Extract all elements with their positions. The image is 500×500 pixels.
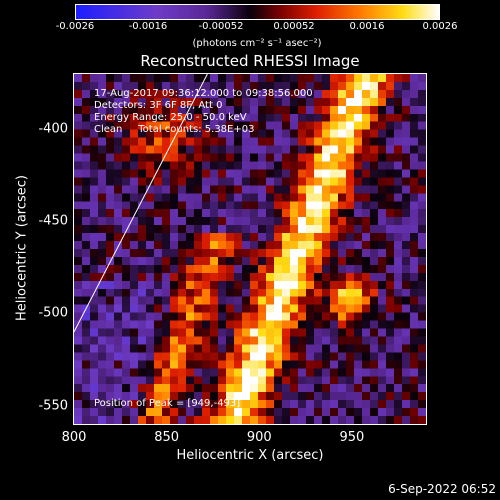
info-time-range: 17-Aug-2017 09:36:12.000 to 09:38:56.000 [94,88,313,99]
colorbar [75,4,440,20]
y-tick-label: -400 [38,121,68,137]
colorbar-tick: -0.0016 [128,21,168,32]
y-axis-label: Heliocentric Y (arcsec) [14,175,30,321]
x-tick-label: 850 [154,430,180,445]
colorbar-tick: 0.0026 [422,21,458,32]
colorbar-unit-label: (photons cm⁻² s⁻¹ asec⁻²) [192,38,322,49]
plot-overlay [74,74,208,333]
x-tick-label: 900 [246,430,272,445]
colorbar-tick: 0.0016 [349,21,385,32]
colorbar-tick: -0.00052 [198,21,244,32]
x-axis-label: Heliocentric X (arcsec) [176,448,324,463]
plot-area: 17-Aug-2017 09:36:12.000 to 09:38:56.000… [73,73,427,425]
heatmap-image [74,74,426,424]
footer-date: 6-Sep-2022 06:52 [388,482,496,496]
colorbar-tick: 0.00052 [273,21,315,32]
x-tick-label: 800 [61,430,87,445]
y-tick-label: -500 [38,305,68,321]
info-detectors: Detectors: 3F 6F 8F, Att 0 [94,100,223,111]
solar-limb-line [74,74,208,333]
y-tick-label: -450 [38,213,68,229]
info-energy-range: Energy Range: 25.0 - 50.0 keV [94,112,247,123]
x-tick-label: 950 [339,430,365,445]
y-tick-label: -550 [38,398,68,414]
info-peak-position: Position of Peak = [949,-493] [94,398,241,409]
info-counts: Clean Total counts: 5.38E+03 [94,124,255,135]
colorbar-tick: -0.0026 [55,21,95,32]
chart-title: Reconstructed RHESSI Image [140,52,360,70]
